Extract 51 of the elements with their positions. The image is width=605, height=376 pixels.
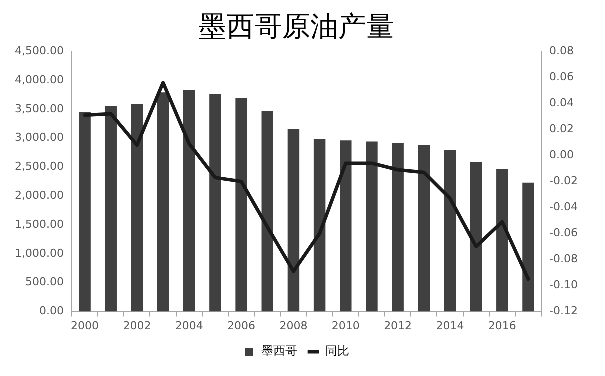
y-tick-label: 3,000.00	[15, 131, 64, 144]
y2-tick-label: 0.06	[550, 70, 574, 84]
bar	[210, 94, 222, 312]
x-tick-label: 2016	[488, 319, 516, 332]
x-tick-label: 2004	[175, 319, 204, 332]
x-tick-label: 2010	[332, 319, 360, 332]
x-tick-label: 2006	[228, 319, 256, 332]
y-tick-label: 4,000.00	[15, 73, 64, 86]
y2-tick-label: 0.02	[550, 122, 574, 136]
y-tick-label: 1,000.00	[15, 246, 64, 260]
bar	[340, 140, 352, 312]
y2-tick-label: -0.06	[550, 226, 578, 240]
chart-title: 墨西哥原油产量	[198, 10, 394, 44]
y2-tick-label: -0.02	[550, 174, 578, 188]
bar	[522, 182, 534, 312]
y2-tick-label: 0.00	[550, 148, 574, 162]
bar	[79, 112, 91, 312]
y2-tick-label: 0.04	[550, 96, 574, 110]
bar	[470, 162, 482, 312]
bar	[131, 104, 144, 312]
y-tick-label: 2,500.00	[15, 160, 64, 174]
x-tick-label: 2002	[123, 319, 152, 332]
y-tick-label: 1,500.00	[15, 218, 64, 231]
bar	[184, 90, 196, 312]
legend-label: 同比	[326, 344, 350, 358]
x-tick-label: 2014	[436, 319, 464, 332]
x-tick-label: 2000	[71, 319, 100, 332]
y2-tick-label: -0.12	[550, 304, 578, 318]
bar	[444, 150, 456, 312]
bar	[496, 170, 508, 312]
y2-tick-label: -0.08	[550, 252, 578, 266]
y2-tick-label: -0.10	[550, 278, 578, 292]
bar	[236, 98, 248, 312]
bar	[288, 129, 300, 312]
bar	[105, 106, 117, 312]
bar	[418, 145, 430, 312]
bar	[262, 111, 274, 312]
bar	[392, 144, 404, 312]
y-tick-label: 4,500.00	[15, 44, 64, 58]
y-tick-label: 2,000.00	[15, 189, 64, 202]
bar	[366, 142, 378, 312]
x-tick-label: 2008	[280, 319, 308, 332]
bar	[314, 139, 326, 312]
y2-tick-label: -0.04	[550, 200, 578, 214]
y-tick-label: 3,500.00	[15, 102, 64, 116]
y2-tick-label: 0.08	[550, 44, 574, 58]
bar	[157, 92, 170, 312]
legend-label: 墨西哥	[262, 344, 298, 358]
y-tick-label: 500.00	[25, 276, 64, 289]
y-tick-label: 0.00	[39, 304, 64, 318]
x-tick-label: 2012	[384, 319, 412, 332]
